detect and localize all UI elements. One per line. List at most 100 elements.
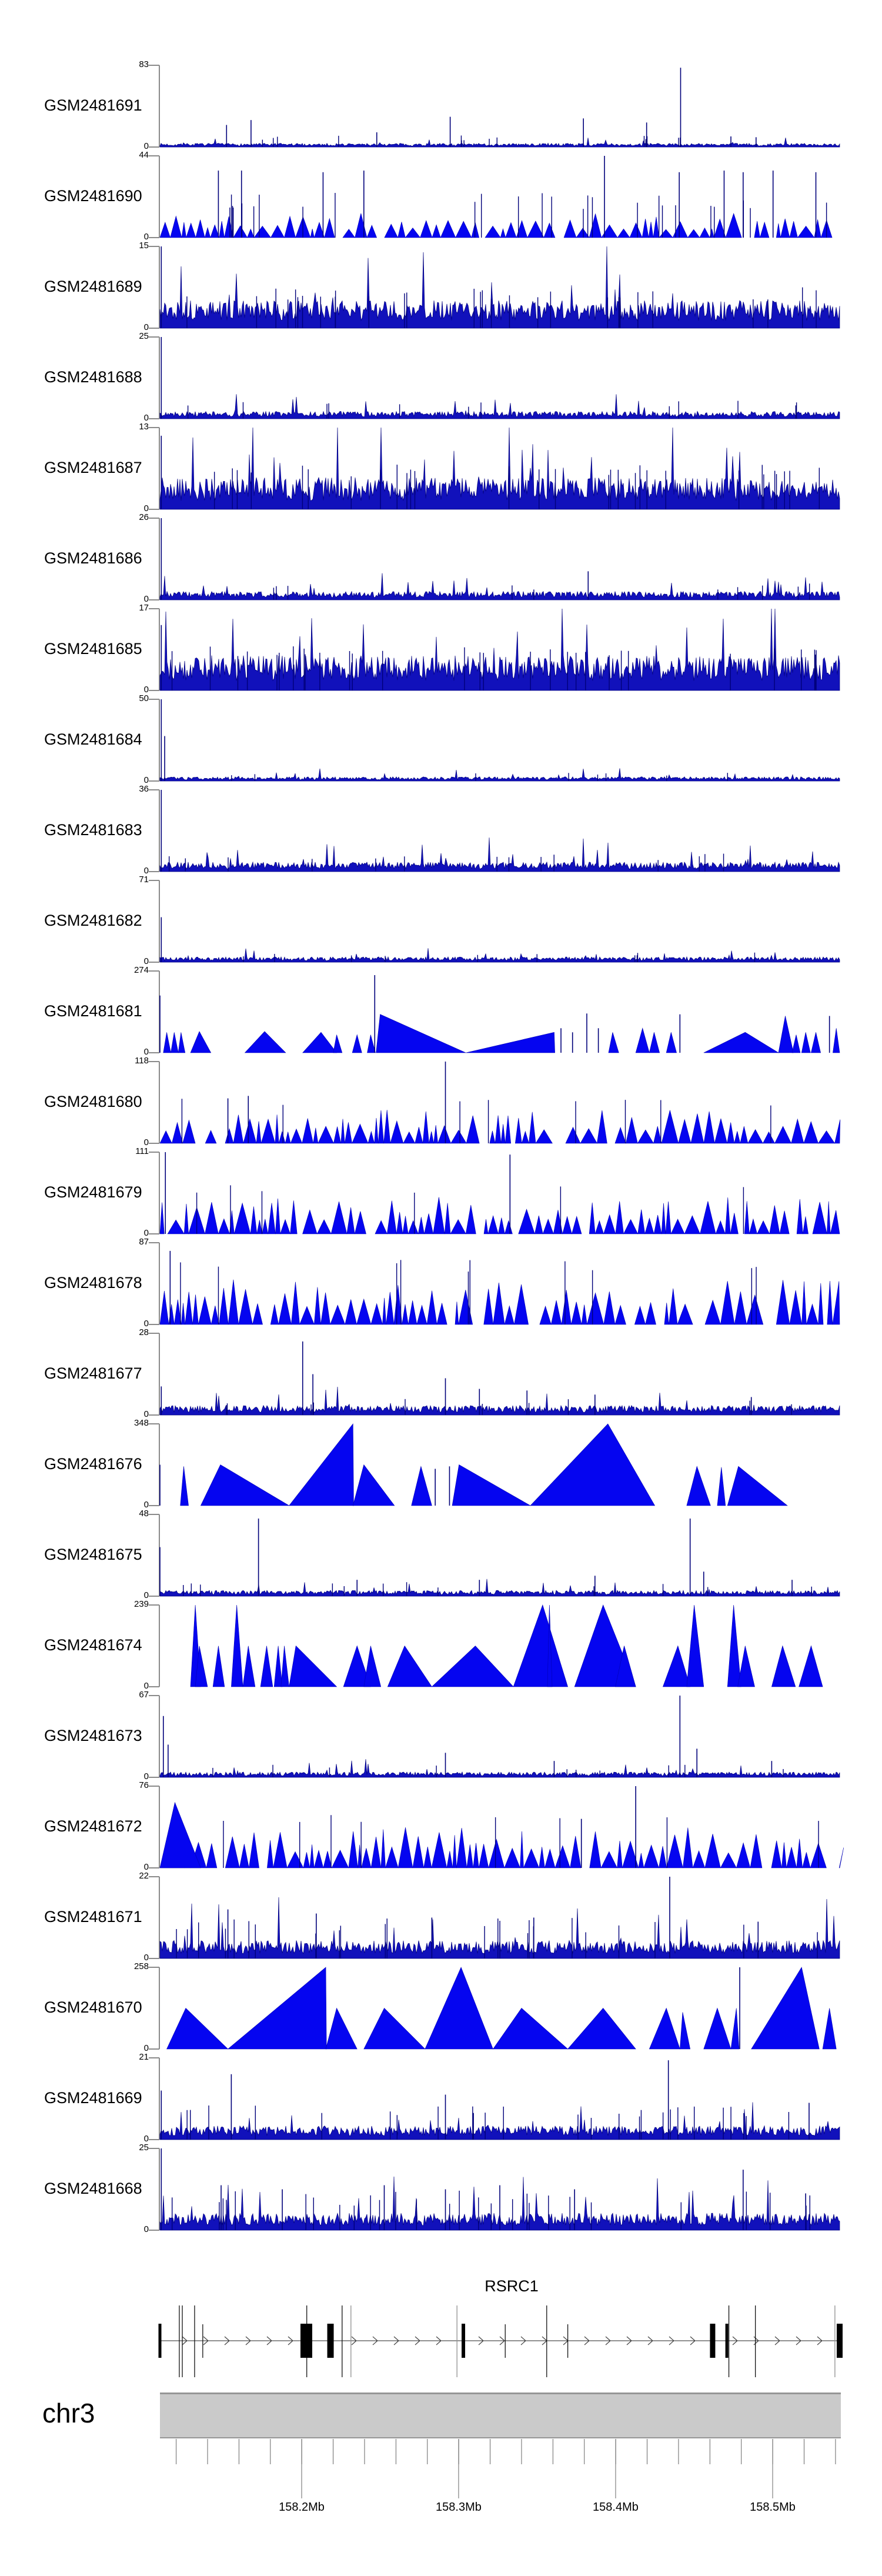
y-axis-max-value: 71 (139, 875, 149, 885)
signal-track-GSM2481671 (159, 1877, 840, 1959)
exon-box (462, 2324, 466, 2358)
track-sample-label: GSM2481675 (44, 1545, 142, 1563)
axis-tick-label: 158.5Mb (750, 2501, 796, 2514)
exon-box (158, 2324, 162, 2358)
strand-arrow-icon (224, 2336, 230, 2345)
y-axis-max-value: 44 (139, 150, 149, 160)
strand-arrow-icon (690, 2336, 696, 2345)
track-sample-label: GSM2481688 (44, 368, 142, 386)
strand-arrow-icon (203, 2336, 209, 2345)
y-axis-max-value: 17 (139, 603, 149, 613)
y-axis-max-value: 274 (133, 965, 149, 975)
track-sample-label: GSM2481679 (44, 1183, 142, 1201)
y-axis-max-value: 111 (135, 1146, 149, 1156)
y-axis-zero-value: 0 (143, 1047, 149, 1057)
track-sample-label: GSM2481676 (44, 1454, 142, 1473)
exon-box (327, 2324, 334, 2358)
track-sample-label: GSM2481681 (44, 1002, 142, 1020)
signal-track-GSM2481689 (159, 246, 840, 329)
y-axis-zero-value: 0 (143, 1771, 149, 1781)
y-axis-max-value: 239 (133, 1599, 149, 1609)
signal-track-GSM2481672 (159, 1786, 844, 1868)
y-axis-max-value: 67 (139, 1690, 149, 1700)
ideogram-bar (160, 2393, 841, 2438)
track-sample-label: GSM2481670 (44, 1998, 142, 2016)
y-axis-max-value: 25 (139, 331, 149, 341)
y-axis-zero-value: 0 (143, 1681, 149, 1691)
signal-track-GSM2481679 (159, 1152, 840, 1234)
strand-arrow-icon (817, 2336, 823, 2345)
track-sample-label: GSM2481684 (44, 730, 142, 748)
y-axis-zero-value: 0 (143, 1409, 149, 1419)
signal-track-GSM2481684 (159, 699, 840, 782)
signal-track-GSM2481680 (159, 1062, 841, 1144)
signal-track-GSM2481682 (159, 917, 840, 963)
track-sample-label: GSM2481680 (44, 1092, 142, 1110)
y-axis-max-value: 21 (139, 2052, 149, 2062)
y-axis-zero-value: 0 (143, 866, 149, 876)
y-axis-zero-value: 0 (143, 1862, 149, 1872)
y-axis-max-value: 22 (139, 1871, 149, 1881)
track-sample-label: GSM2481669 (44, 2088, 142, 2107)
exon-box (710, 2324, 716, 2358)
strand-arrow-icon (393, 2336, 399, 2345)
y-axis-max-value: 348 (133, 1418, 149, 1428)
signal-track-GSM2481686 (159, 518, 840, 600)
strand-arrow-icon (266, 2336, 272, 2345)
signal-track-GSM2481678 (159, 1250, 840, 1325)
track-sample-label: GSM2481689 (44, 277, 142, 295)
signal-track-GSM2481687 (159, 427, 840, 510)
track-sample-label: GSM2481691 (44, 96, 142, 114)
y-axis-max-value: 48 (139, 1509, 149, 1519)
y-axis-zero-value: 0 (143, 594, 149, 604)
y-axis-max-value: 83 (139, 59, 149, 69)
exon-box (300, 2324, 313, 2358)
signal-track-GSM2481690 (159, 156, 833, 238)
y-axis-max-value: 15 (139, 241, 149, 251)
y-axis-zero-value: 0 (143, 413, 149, 423)
strand-arrow-icon (605, 2336, 611, 2345)
signal-track-GSM2481676 (159, 1423, 788, 1506)
track-sample-label: GSM2481678 (44, 1273, 142, 1292)
strand-arrow-icon (669, 2336, 674, 2345)
y-axis-zero-value: 0 (143, 1590, 149, 1600)
y-axis-zero-value: 0 (143, 685, 149, 695)
y-axis-zero-value: 0 (143, 141, 149, 151)
axis-tick-label: 158.2Mb (279, 2501, 325, 2514)
signal-track-GSM2481669 (159, 2060, 840, 2140)
signal-track-GSM2481668 (159, 2148, 840, 2231)
signal-track-GSM2481670 (166, 1967, 837, 2050)
y-axis-max-value: 118 (135, 1056, 149, 1066)
track-sample-label: GSM2481687 (44, 458, 142, 476)
strand-arrow-icon (774, 2336, 780, 2345)
y-axis-max-value: 50 (139, 693, 149, 703)
track-sample-label: GSM2481682 (44, 911, 142, 929)
strand-arrow-icon (245, 2336, 251, 2345)
signal-track-GSM2481677 (159, 1341, 840, 1416)
signal-track-GSM2481675 (159, 1518, 840, 1597)
track-sample-label: GSM2481686 (44, 549, 142, 567)
y-axis-zero-value: 0 (143, 1500, 149, 1510)
y-axis-max-value: 76 (139, 1780, 149, 1790)
y-axis-max-value: 25 (139, 2143, 149, 2153)
strand-arrow-icon (499, 2336, 505, 2345)
signal-track-GSM2481681 (159, 975, 840, 1053)
track-sample-label: GSM2481671 (44, 1907, 142, 1926)
strand-arrow-icon (520, 2336, 526, 2345)
track-sample-label: GSM2481690 (44, 186, 142, 205)
track-sample-label: GSM2481674 (44, 1636, 142, 1654)
signal-track-GSM2481673 (159, 1696, 840, 1778)
strand-arrow-icon (732, 2336, 738, 2345)
y-axis-max-value: 26 (139, 512, 149, 522)
y-axis-zero-value: 0 (143, 2043, 149, 2053)
strand-arrow-icon (182, 2336, 188, 2345)
strand-arrow-icon (647, 2336, 653, 2345)
axis-tick-label: 158.3Mb (436, 2501, 482, 2514)
strand-arrow-icon (584, 2336, 590, 2345)
y-axis-max-value: 28 (139, 1327, 149, 1337)
track-sample-label: GSM2481677 (44, 1364, 142, 1382)
strand-arrow-icon (372, 2336, 378, 2345)
track-sample-label: GSM2481673 (44, 1726, 142, 1744)
